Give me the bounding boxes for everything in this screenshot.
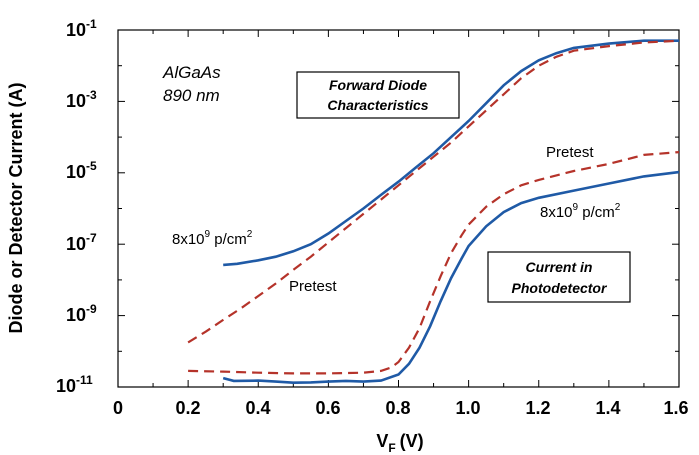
y-tick-label: 10-5 — [66, 159, 97, 182]
annotation-pretest-upper: Pretest — [289, 278, 337, 295]
y-tick-label: 10-3 — [66, 88, 97, 111]
x-tick-label: 0.6 — [315, 398, 340, 418]
series-line-photodetector-irradiated — [222, 170, 680, 385]
x-axis-ticks — [117, 30, 680, 387]
y-tick-label: 10-1 — [66, 17, 97, 40]
series-line-photodetector-pretest — [188, 151, 680, 375]
annotation-material: AlGaAs — [162, 63, 221, 82]
x-tick-label: 1.0 — [455, 398, 480, 418]
series-line-forward-irradiated — [223, 39, 679, 267]
annotation-pretest-lower: Pretest — [546, 144, 594, 161]
annotation-forward-line2: Characteristics — [327, 97, 428, 113]
x-tick-label: 1.6 — [663, 398, 688, 418]
annotation-box-forward — [296, 71, 460, 119]
y-tick-label: 10-7 — [66, 231, 97, 254]
annotation-box-photodetector — [487, 251, 631, 303]
x-tick-label: 0.4 — [245, 398, 270, 418]
annotation-photodetector-line1: Current in — [526, 259, 593, 275]
annotation-photodetector-line2: Photodetector — [512, 280, 608, 296]
x-tick-label: 1.4 — [595, 398, 620, 418]
y-tick-label: 10-11 — [56, 373, 93, 396]
x-axis-title: VF (V) — [376, 431, 423, 455]
annotation-wavelength: 890 nm — [163, 86, 220, 105]
annotation-forward-line1: Forward Diode — [329, 77, 427, 93]
y-tick-labels: 10-1 10-3 10-5 10-7 10-9 10-11 — [56, 17, 97, 396]
annotation-fluence-lower: 8x109 p/cm2 — [540, 202, 621, 221]
y-axis-ticks — [118, 29, 679, 388]
series-line-forward-pretest — [187, 39, 680, 344]
annotation-fluence-upper: 8x109 p/cm2 — [172, 229, 253, 248]
x-tick-label: 1.2 — [525, 398, 550, 418]
y-tick-label: 10-9 — [66, 302, 97, 325]
x-tick-label: 0.8 — [385, 398, 410, 418]
y-axis-title: Diode or Detector Current (A) — [6, 82, 26, 333]
x-tick-label: 0.2 — [175, 398, 200, 418]
x-tick-labels: 0 0.2 0.4 0.6 0.8 1.0 1.2 1.4 1.6 — [113, 398, 689, 418]
x-tick-label: 0 — [113, 398, 123, 418]
